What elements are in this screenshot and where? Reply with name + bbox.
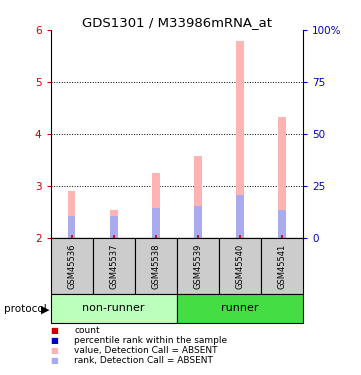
Text: percentile rank within the sample: percentile rank within the sample bbox=[74, 336, 227, 345]
Bar bbox=[236, 42, 244, 238]
Text: ■: ■ bbox=[51, 326, 58, 335]
Bar bbox=[177, 238, 219, 294]
Bar bbox=[152, 173, 160, 238]
Text: non-runner: non-runner bbox=[82, 303, 145, 313]
Text: GSM45538: GSM45538 bbox=[151, 243, 160, 289]
Text: protocol: protocol bbox=[4, 304, 46, 314]
Text: GSM45541: GSM45541 bbox=[278, 244, 287, 289]
Text: ▶: ▶ bbox=[41, 304, 49, 314]
Bar bbox=[219, 238, 261, 294]
Bar bbox=[152, 208, 160, 238]
Text: ■: ■ bbox=[51, 346, 58, 355]
Bar bbox=[236, 195, 244, 238]
Bar bbox=[135, 238, 177, 294]
Text: GSM45537: GSM45537 bbox=[109, 243, 118, 289]
Bar bbox=[51, 294, 177, 322]
Bar bbox=[68, 216, 75, 238]
Bar bbox=[278, 117, 286, 238]
Bar bbox=[278, 210, 286, 238]
Text: GDS1301 / M33986mRNA_at: GDS1301 / M33986mRNA_at bbox=[82, 16, 272, 29]
Bar bbox=[177, 294, 303, 322]
Bar bbox=[110, 210, 117, 238]
Text: runner: runner bbox=[221, 303, 259, 313]
Text: GSM45540: GSM45540 bbox=[236, 244, 244, 289]
Text: ■: ■ bbox=[51, 356, 58, 364]
Bar bbox=[194, 156, 202, 238]
Bar bbox=[93, 238, 135, 294]
Bar bbox=[68, 191, 75, 238]
Bar bbox=[261, 238, 303, 294]
Text: rank, Detection Call = ABSENT: rank, Detection Call = ABSENT bbox=[74, 356, 213, 364]
Text: value, Detection Call = ABSENT: value, Detection Call = ABSENT bbox=[74, 346, 218, 355]
Bar bbox=[194, 206, 202, 238]
Text: ■: ■ bbox=[51, 336, 58, 345]
Text: GSM45536: GSM45536 bbox=[67, 243, 76, 289]
Bar bbox=[51, 238, 93, 294]
Bar bbox=[110, 216, 117, 238]
Text: count: count bbox=[74, 326, 100, 335]
Text: GSM45539: GSM45539 bbox=[193, 244, 203, 289]
